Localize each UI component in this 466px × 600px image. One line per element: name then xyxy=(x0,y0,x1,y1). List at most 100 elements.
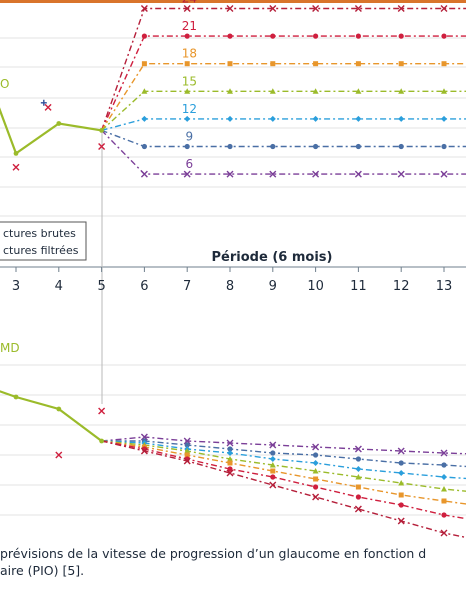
scenario-marker-15-7 xyxy=(398,480,405,486)
scenario-marker-24-4 xyxy=(269,5,277,12)
scenario-marker-18-3 xyxy=(227,61,233,67)
main-series-point-3 xyxy=(99,127,104,133)
scenario-marker-18-7 xyxy=(398,492,404,498)
scenario-marker-15-5 xyxy=(312,88,319,94)
scenario-line-21 xyxy=(101,440,466,520)
scenario-marker-9-7 xyxy=(398,143,404,150)
scenario-marker-12-7 xyxy=(398,470,405,476)
scenario-marker-21-8 xyxy=(441,33,447,39)
scenario-line-9 xyxy=(101,440,466,468)
scenario-label-15: 15 xyxy=(182,74,197,88)
scenario-marker-12-3 xyxy=(227,115,233,122)
scenario-marker-15-6 xyxy=(355,474,362,480)
scenario-marker-15-6 xyxy=(355,88,362,94)
scenario-marker-12-7 xyxy=(398,115,405,122)
figure-caption: prévisions de la vitesse de progression … xyxy=(0,545,466,579)
chart-area: 3 4 5 6 7 8 9 10 11 12 13 Période (6 mois) ctures … xyxy=(0,0,466,539)
scenario-marker-24-7 xyxy=(397,517,405,525)
x-tick-label-4: 4 xyxy=(55,279,63,294)
bottom-series-label: MD xyxy=(0,341,20,355)
scenario-marker-6-2 xyxy=(183,170,191,178)
scenario-line-18 xyxy=(101,440,466,505)
scenario-marker-6-5 xyxy=(312,443,320,451)
scenario-marker-15-8 xyxy=(441,486,447,492)
main-series-point-2 xyxy=(56,121,62,126)
scenario-marker-15-2 xyxy=(184,448,191,454)
scenario-marker-12-4 xyxy=(269,456,276,462)
scenario-marker-9-3 xyxy=(227,446,233,452)
scenario-marker-21-4 xyxy=(270,474,276,480)
scenario-line-6 xyxy=(101,436,466,455)
scenario-marker-12-5 xyxy=(312,460,319,466)
raw-point-0 xyxy=(55,451,63,459)
x-tick-label-10: 10 xyxy=(307,279,324,294)
scenario-marker-6-4 xyxy=(269,441,277,449)
scenario-marker-9-8 xyxy=(441,143,447,150)
scenario-marker-24-8 xyxy=(440,5,448,12)
scenario-marker-21-7 xyxy=(398,502,404,508)
scenario-marker-24-6 xyxy=(354,505,362,513)
scenario-marker-24-2 xyxy=(183,457,191,465)
scenario-marker-12-6 xyxy=(355,466,362,472)
scenario-marker-9-8 xyxy=(441,462,447,468)
x-tick-label-7: 7 xyxy=(183,279,191,294)
scenario-marker-18-7 xyxy=(398,61,404,67)
legend-item-raw: ctures brutes xyxy=(3,227,76,240)
scenario-marker-12-6 xyxy=(355,115,362,122)
scenario-line-9 xyxy=(101,129,466,148)
scenario-marker-15-3 xyxy=(227,88,233,94)
legend-item-filtered: ctures filtrées xyxy=(3,244,79,257)
scenario-marker-24-2 xyxy=(183,5,191,12)
scenario-marker-18-3 xyxy=(227,460,233,466)
x-tick-label-8: 8 xyxy=(226,279,234,294)
main-series-point-1 xyxy=(13,394,19,400)
x-tick-label-12: 12 xyxy=(393,279,410,294)
scenario-marker-24-1 xyxy=(140,447,148,455)
scenario-label-21: 21 xyxy=(182,19,197,33)
scenario-marker-6-7 xyxy=(397,447,405,455)
scenario-marker-18-8 xyxy=(441,498,447,504)
scenario-marker-12-5 xyxy=(312,115,319,122)
main-series-point-2 xyxy=(56,406,62,412)
bottom-plot xyxy=(0,390,466,539)
scenario-marker-21-5 xyxy=(313,484,319,490)
scenario-marker-9-4 xyxy=(270,143,276,150)
scenario-line-24 xyxy=(100,7,466,131)
top-plot: 24 21 18 15 12 9 6 xyxy=(0,0,466,178)
scenario-marker-24-3 xyxy=(226,469,234,477)
scenario-marker-15-3 xyxy=(227,456,233,462)
scenario-marker-24-4 xyxy=(269,481,277,489)
scenario-marker-21-2 xyxy=(184,33,190,39)
grid-layer xyxy=(0,37,466,516)
legend-box xyxy=(0,221,87,261)
raw-point-2 xyxy=(98,143,106,150)
scenario-marker-21-3 xyxy=(227,33,233,39)
x-tick-label-6: 6 xyxy=(140,279,148,294)
scenario-marker-9-2 xyxy=(184,442,190,448)
main-series-point-3 xyxy=(99,438,104,444)
scenario-marker-9-6 xyxy=(355,456,361,462)
scenario-line-12 xyxy=(101,440,466,480)
scenario-marker-24-3 xyxy=(226,5,234,12)
scenario-label-24: 24 xyxy=(182,0,197,6)
raw-point-0 xyxy=(12,163,20,171)
scenario-marker-9-1 xyxy=(141,143,147,150)
x-tick-label-11: 11 xyxy=(350,279,367,294)
scenario-marker-15-5 xyxy=(312,468,319,474)
scenario-marker-18-5 xyxy=(313,476,319,482)
scenario-marker-9-2 xyxy=(184,143,190,150)
scenario-marker-12-8 xyxy=(441,115,447,122)
scenario-marker-6-1 xyxy=(140,170,148,178)
scenario-marker-15-4 xyxy=(269,462,276,468)
scenario-marker-6-7 xyxy=(397,170,405,178)
scenario-label-9: 9 xyxy=(186,130,194,144)
main-series-line xyxy=(0,390,103,442)
scenario-marker-18-8 xyxy=(441,61,447,67)
legend: ctures brutes ctures filtrées xyxy=(0,221,87,261)
top-series-label: O xyxy=(0,77,9,91)
scenario-marker-18-2 xyxy=(184,61,190,67)
x-axis-label: Période (6 mois) xyxy=(212,250,333,265)
scenario-marker-12-4 xyxy=(269,115,276,122)
scenario-marker-21-8 xyxy=(441,512,447,518)
scenario-marker-21-3 xyxy=(227,466,233,472)
